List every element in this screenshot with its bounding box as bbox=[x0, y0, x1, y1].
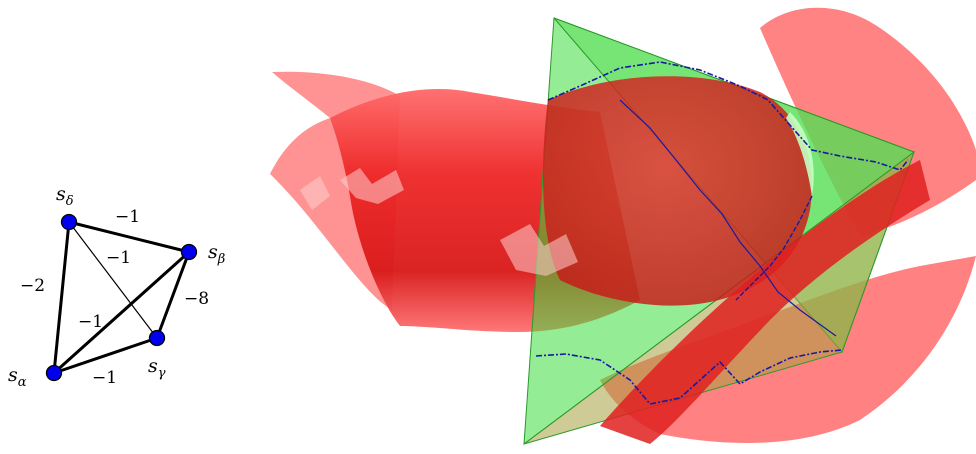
vertex-label-beta: sβ bbox=[208, 241, 225, 267]
surface-render bbox=[270, 7, 976, 446]
edge-weight-label-delta-beta: −1 bbox=[115, 207, 140, 227]
vertex-label-base: s bbox=[56, 183, 66, 205]
graph-edge-delta-alpha bbox=[52, 220, 71, 375]
edge-weight-label-alpha-beta: −1 bbox=[78, 312, 103, 332]
graph-edge-beta-gamma bbox=[155, 250, 191, 340]
graph-vertices bbox=[45, 213, 198, 382]
vertex-label-subscript: δ bbox=[66, 194, 74, 209]
edge-weight-label-delta-alpha: −2 bbox=[20, 276, 45, 296]
vertex-label-gamma: sγ bbox=[148, 355, 166, 381]
graph-edge-alpha-gamma bbox=[52, 336, 159, 375]
intersection-curve-right bbox=[735, 195, 813, 301]
vertex-label-base: s bbox=[8, 364, 18, 386]
intersection-curve-seam bbox=[619, 99, 837, 337]
graph-edges bbox=[52, 220, 191, 375]
intersection-curve-lower bbox=[535, 349, 843, 405]
edge-weight-label-alpha-gamma: −1 bbox=[92, 368, 117, 388]
vertex-label-delta: sδ bbox=[56, 183, 74, 209]
graph-edge-delta-beta bbox=[67, 220, 191, 254]
vertex-label-base: s bbox=[208, 241, 218, 263]
graph-edge-alpha-beta bbox=[52, 250, 191, 375]
vertex-label-subscript: γ bbox=[158, 366, 166, 381]
highlight-arc bbox=[786, 112, 814, 196]
edge-weight-label-delta-gamma: −1 bbox=[106, 248, 131, 268]
vertex-label-alpha: sα bbox=[8, 364, 27, 390]
mesh-artifacts bbox=[300, 168, 578, 276]
vertex-label-base: s bbox=[148, 355, 158, 377]
intersection-curve-upper bbox=[547, 61, 909, 171]
vertex-label-subscript: α bbox=[18, 375, 27, 390]
graph-vertex-delta bbox=[60, 213, 78, 231]
graph-vertex-beta bbox=[180, 243, 198, 261]
graph-edge-delta-gamma bbox=[68, 221, 158, 339]
vertex-label-subscript: β bbox=[217, 252, 226, 267]
graph-vertex-alpha bbox=[45, 364, 63, 382]
graph-vertex-gamma bbox=[148, 329, 166, 347]
edge-weight-label-beta-gamma: −8 bbox=[184, 289, 209, 309]
surface-diagonal-band bbox=[600, 160, 930, 444]
graph-edge-labels: −1 −1 −2 −8 −1 −1 bbox=[20, 207, 209, 388]
